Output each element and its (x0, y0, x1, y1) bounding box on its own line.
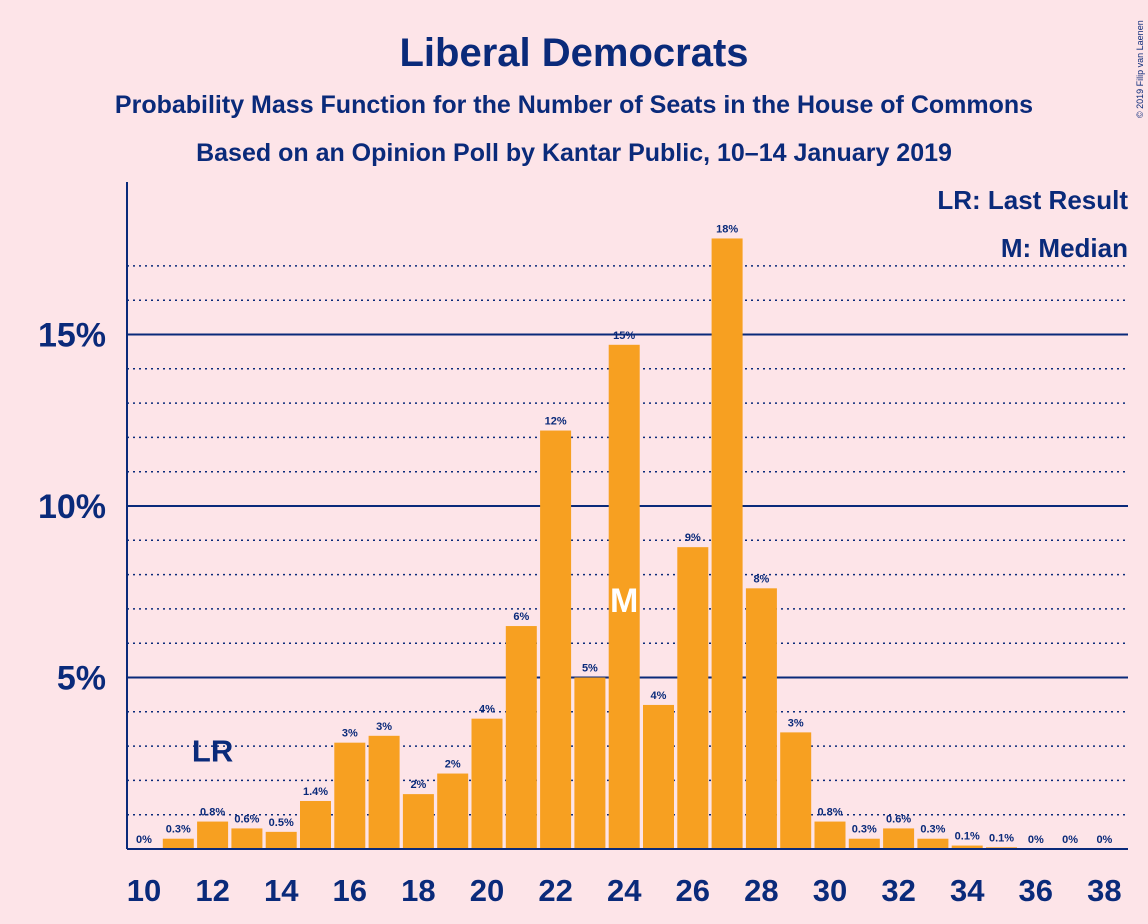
bar-seat-34 (951, 845, 983, 849)
bar-seat-17 (368, 735, 400, 849)
x-tick-label: 30 (813, 873, 847, 908)
bar-value-label: 0.1% (989, 832, 1014, 844)
bar-seat-24 (608, 344, 640, 849)
x-tick-label: 20 (470, 873, 504, 908)
legend-median: M: Median (1001, 233, 1128, 263)
y-tick-labels: 5% 10% 15% (38, 317, 106, 698)
bar-value-label: 0% (1096, 834, 1112, 846)
bar-seat-16 (334, 742, 366, 849)
bar-value-label: 3% (342, 728, 358, 740)
bar-value-label: 0.8% (817, 807, 842, 819)
bar-seat-28 (745, 588, 777, 849)
bars (162, 238, 1017, 849)
bar-seat-19 (437, 773, 469, 849)
bar-value-label: 4% (651, 690, 667, 702)
bar-value-label: 3% (376, 721, 392, 733)
bar-value-label: 0.5% (269, 817, 294, 829)
x-tick-label: 24 (607, 873, 642, 908)
x-tick-label: 28 (744, 873, 778, 908)
bar-seat-21 (505, 626, 537, 849)
x-tick-label: 14 (264, 873, 299, 908)
bar-seat-25 (643, 704, 674, 849)
bar-value-label: 18% (716, 223, 738, 235)
bar-value-label: 12% (545, 416, 567, 428)
bar-seat-32 (883, 828, 915, 849)
x-tick-label: 22 (538, 873, 572, 908)
y-tick-label: 10% (38, 488, 106, 526)
bar-seat-20 (471, 718, 503, 849)
bar-value-label: 0.6% (886, 813, 911, 825)
bar-seat-26 (677, 547, 709, 849)
y-tick-label: 5% (57, 660, 106, 698)
bar-seat-13 (231, 828, 263, 849)
bar-seat-31 (848, 838, 880, 849)
x-tick-labels: 10 12 14 16 18 20 22 24 26 28 30 32 34 36 38 (127, 873, 1122, 908)
bar-value-label: 0.3% (920, 824, 945, 836)
bar-value-label: 9% (685, 532, 701, 544)
x-tick-label: 26 (676, 873, 710, 908)
chart-subtitle: Probability Mass Function for the Number… (115, 91, 1033, 119)
bar-value-label: 0.3% (852, 824, 877, 836)
x-tick-label: 38 (1087, 873, 1121, 908)
bar-value-label: 4% (479, 704, 495, 716)
bar-seat-14 (265, 831, 297, 849)
bar-value-label: 6% (513, 611, 529, 623)
bar-labels: 0% 0.3% 0.8% 0.6% 0.5% 1.4% 3% 3% 2% 2% 4% 6% 12% 5% 1… (136, 223, 1113, 846)
bar-value-label: 2% (445, 759, 461, 771)
bar-value-label: 0% (136, 834, 152, 846)
x-tick-label: 36 (1019, 873, 1053, 908)
bar-seat-15 (300, 800, 331, 849)
chart-source: Based on an Opinion Poll by Kantar Publi… (196, 139, 952, 167)
bar-value-label: 0% (1028, 834, 1044, 846)
bar-seat-18 (402, 794, 434, 849)
bar-seat-12 (197, 821, 229, 849)
bar-seat-27 (711, 238, 743, 849)
x-tick-label: 34 (950, 873, 985, 908)
x-tick-label: 16 (333, 873, 367, 908)
bar-value-label: 5% (582, 663, 598, 675)
chart-title: Liberal Democrats (399, 31, 748, 75)
bar-seat-22 (540, 430, 572, 849)
bar-value-label: 8% (753, 573, 769, 585)
bar-value-label: 1.4% (303, 786, 328, 798)
bar-seat-29 (780, 732, 812, 849)
last-result-marker: LR (192, 734, 233, 769)
bar-value-label: 0.6% (234, 813, 259, 825)
bar-seat-23 (574, 677, 606, 849)
legend-last-result: LR: Last Result (937, 185, 1128, 215)
bar-seat-30 (814, 821, 846, 849)
x-tick-label: 12 (195, 873, 229, 908)
bar-value-label: 2% (410, 779, 426, 791)
x-tick-label: 10 (127, 873, 161, 908)
bar-value-label: 15% (613, 330, 635, 342)
gridlines (127, 265, 1128, 816)
bar-value-label: 0% (1062, 834, 1078, 846)
bar-seat-11 (162, 838, 194, 849)
x-tick-label: 18 (401, 873, 435, 908)
bar-value-label: 0.1% (955, 831, 980, 843)
copyright-notice: © 2019 Filip van Laenen (1135, 20, 1145, 118)
bar-value-label: 0.8% (200, 807, 225, 819)
bar-seat-33 (917, 838, 949, 849)
median-marker: M (610, 582, 638, 620)
bar-value-label: 0.3% (166, 824, 191, 836)
bar-value-label: 3% (788, 717, 804, 729)
x-tick-label: 32 (881, 873, 915, 908)
y-tick-label: 15% (38, 317, 106, 355)
